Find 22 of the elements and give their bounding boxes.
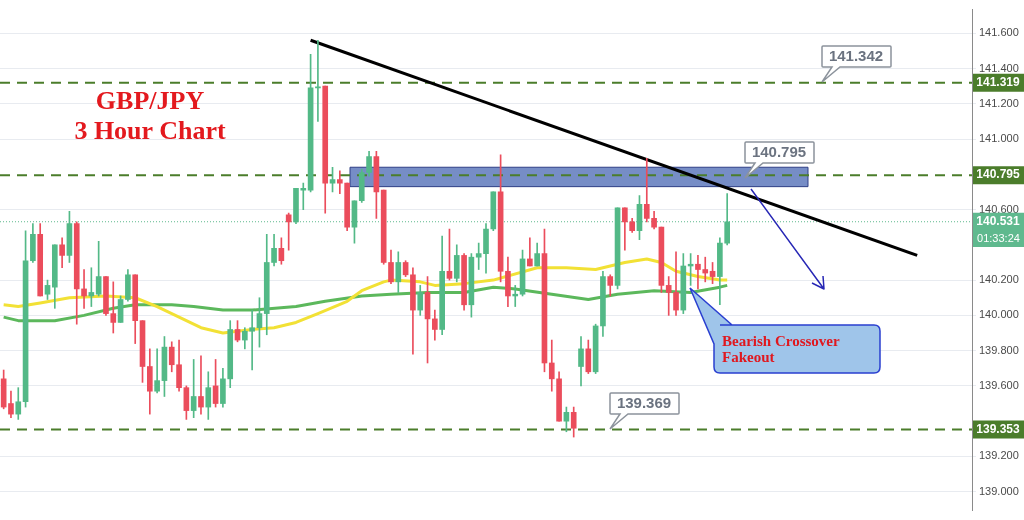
text: 3 Hour Chart bbox=[73, 116, 227, 146]
y-tick-label: 139.200 bbox=[979, 449, 1019, 462]
y-tick-label: 140.600 bbox=[979, 202, 1019, 215]
text: 01:33:24 bbox=[973, 229, 1024, 247]
annotation: Bearish Crossover Fakeout bbox=[722, 333, 841, 365]
y-tick-label: 139.600 bbox=[979, 378, 1019, 391]
y-tick-label: 140.200 bbox=[979, 273, 1019, 286]
y-tick-label: 139.000 bbox=[979, 484, 1019, 497]
y-tick-label: 141.000 bbox=[979, 132, 1019, 145]
y-tick-label: 140.000 bbox=[979, 308, 1019, 321]
y-tick-label: 141.200 bbox=[979, 96, 1019, 109]
y-tick-label: 139.800 bbox=[979, 343, 1019, 356]
ref-line-label: 139.353 bbox=[976, 421, 1021, 436]
y-tick-label: 141.400 bbox=[979, 61, 1019, 74]
y-tick-label: 141.600 bbox=[979, 26, 1019, 39]
annotation: 140.795 bbox=[750, 143, 808, 161]
annotation: 139.369 bbox=[615, 394, 673, 412]
ref-line-label: 141.319 bbox=[976, 75, 1021, 90]
ref-line-label: 140.531 bbox=[976, 214, 1021, 229]
text: GBP/JPY bbox=[94, 86, 206, 116]
ref-line-label: 140.795 bbox=[976, 167, 1021, 182]
annotation: 141.342 bbox=[827, 46, 885, 64]
